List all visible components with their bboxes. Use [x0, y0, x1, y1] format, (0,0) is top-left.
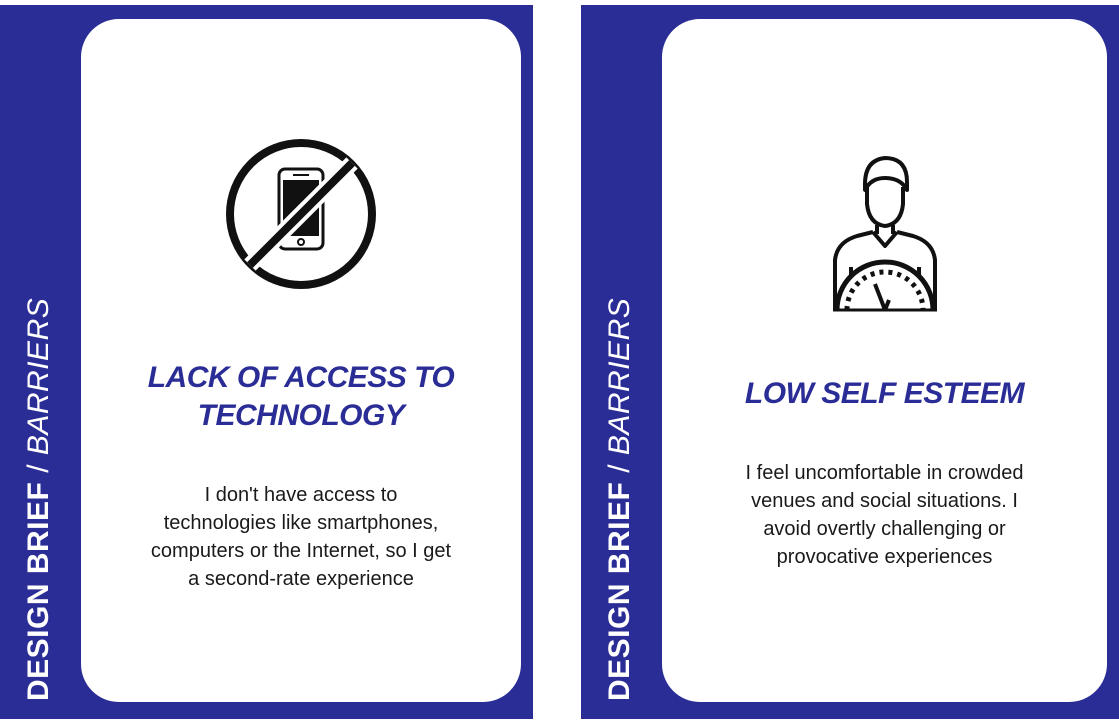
card-description: I don't have access to technologies like…	[111, 481, 491, 593]
description-line: I feel uncomfortable in crowded	[745, 462, 1024, 484]
person-gauge-icon	[785, 132, 985, 332]
side-label: DESIGN BRIEF / BARRIERS	[581, 297, 662, 701]
side-label: DESIGN BRIEF / BARRIERS	[0, 297, 81, 701]
description-line: venues and social situations. I	[751, 490, 1018, 512]
no-smartphone-icon	[201, 114, 401, 314]
card-low-self-esteem: DESIGN BRIEF / BARRIERS	[581, 5, 1119, 719]
description-line: a second-rate experience	[188, 568, 414, 590]
title-line: TECHNOLOGY	[197, 399, 405, 432]
title-line: LACK OF ACCESS TO	[147, 361, 455, 394]
title-line: LOW SELF ESTEEM	[744, 377, 1025, 410]
side-label-separator: /	[603, 455, 636, 482]
card-panel: LACK OF ACCESS TO TECHNOLOGY I don't hav…	[81, 19, 521, 702]
card-panel: LOW SELF ESTEEM I feel uncomfortable in …	[662, 19, 1107, 702]
description-line: I don't have access to	[204, 484, 398, 506]
side-label-separator: /	[22, 455, 55, 482]
card-description: I feel uncomfortable in crowded venues a…	[692, 459, 1077, 571]
card-title: LOW SELF ESTEEM	[662, 375, 1107, 413]
description-line: computers or the Internet, so I get	[150, 540, 452, 562]
side-label-category: DESIGN BRIEF	[603, 481, 636, 701]
description-line: provocative experiences	[776, 546, 993, 568]
description-line: avoid overtly challenging or	[763, 518, 1006, 540]
side-label-category: DESIGN BRIEF	[22, 481, 55, 701]
description-line: technologies like smartphones,	[163, 512, 439, 534]
card-title: LACK OF ACCESS TO TECHNOLOGY	[81, 359, 521, 435]
side-label-subcategory: BARRIERS	[603, 297, 636, 456]
side-label-subcategory: BARRIERS	[22, 297, 55, 456]
card-lack-of-access: DESIGN BRIEF / BARRIERS LACK OF ACCESS T…	[0, 5, 533, 719]
